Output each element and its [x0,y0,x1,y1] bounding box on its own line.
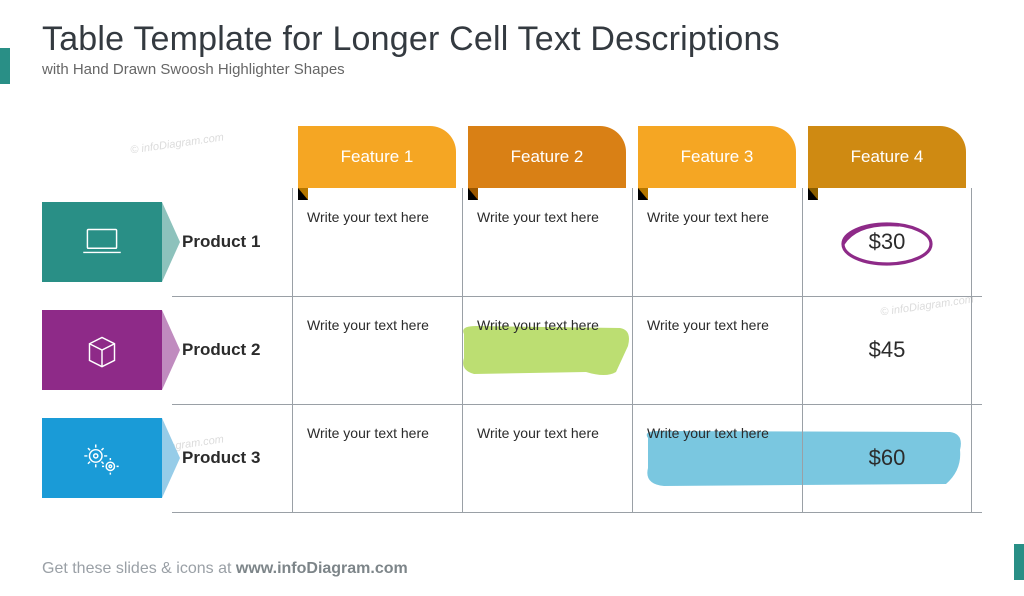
price-cell: $60 [802,404,972,512]
footer: Get these slides & icons at www.infoDiag… [42,560,408,578]
text-cell: Write your text here [292,404,462,512]
text-cell: Write your text here [462,296,632,404]
product-label: Product 1 [182,202,292,282]
accent-left [0,48,10,84]
product-icon-box [42,202,162,282]
text-cell: Write your text here [632,188,802,296]
row-cells: Write your text hereWrite your text here… [292,404,972,512]
column-headers: Feature 1Feature 2Feature 3Feature 4 [292,126,972,188]
price-cell: $45 [802,296,972,404]
product-icon-box [42,418,162,498]
page-subtitle: with Hand Drawn Swoosh Highlighter Shape… [42,61,1024,78]
column-header-label: Feature 1 [298,126,456,188]
page-title: Table Template for Longer Cell Text Desc… [42,20,1024,59]
text-cell: Write your text here [462,188,632,296]
text-cell: Write your text here [292,296,462,404]
table-row: .rows .row:nth-child(3) .prod-arrow::aft… [42,404,982,512]
row-cells: Write your text hereWrite your text here… [292,188,972,296]
slide: Table Template for Longer Cell Text Desc… [0,20,1024,596]
table-rows: .rows .row:nth-child(1) .prod-arrow::aft… [42,188,982,512]
comparison-table: Feature 1Feature 2Feature 3Feature 4 .ro… [42,126,982,536]
row-cells: Write your text hereWrite your text here… [292,296,972,404]
column-header-label: Feature 2 [468,126,626,188]
table-row: .rows .row:nth-child(2) .prod-arrow::aft… [42,296,982,404]
product-icon-box [42,310,162,390]
row-divider [172,512,982,513]
column-header: Feature 2 [462,126,632,188]
text-cell: Write your text here [462,404,632,512]
column-header-label: Feature 3 [638,126,796,188]
footer-prefix: Get these slides & icons at [42,560,236,577]
column-header: Feature 1 [292,126,462,188]
text-cell: Write your text here [632,404,802,512]
accent-right [1014,544,1024,580]
price-cell: $30 [802,188,972,296]
column-header: Feature 4 [802,126,972,188]
column-header: Feature 3 [632,126,802,188]
product-label: Product 3 [182,418,292,498]
text-cell: Write your text here [292,188,462,296]
product-label: Product 2 [182,310,292,390]
footer-link: www.infoDiagram.com [236,560,408,577]
column-header-label: Feature 4 [808,126,966,188]
table-row: .rows .row:nth-child(1) .prod-arrow::aft… [42,188,982,296]
text-cell: Write your text here [632,296,802,404]
